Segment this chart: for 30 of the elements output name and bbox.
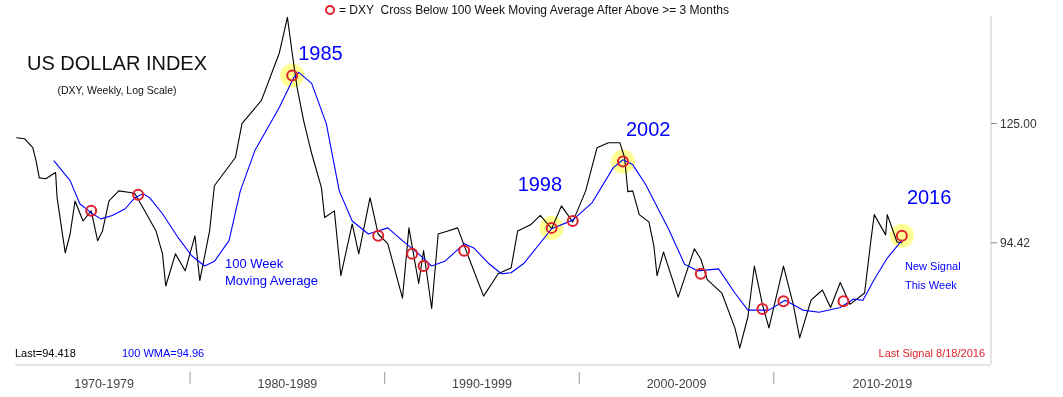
x-tick-label: 2000-2009 [646,377,707,391]
point [694,267,707,280]
point [837,295,850,308]
point [756,303,769,316]
point [372,229,385,242]
annotation: New Signal This Week [905,260,961,291]
annotation: 2002 [625,117,671,140]
legend-label: = DXY Cross Below 100 Week Moving Average After Above >= 3 Months [339,3,729,17]
point [406,247,419,260]
annotation: 100 WMA=94.96 [122,347,205,359]
x-tick-label: 2010-2019 [852,377,913,391]
y-tick-label: 125.00 [1000,116,1038,131]
annotation: Last Signal 8/18/2016 [878,347,985,359]
annotation: 1998 [517,172,563,195]
y-tick-label: 94.42 [1000,236,1031,251]
point [458,244,471,257]
point [417,260,430,273]
x-tick-label: 1990-1999 [452,377,512,391]
text: (DXY, Weekly, Log Scale) [57,84,177,96]
point [566,214,579,227]
point [132,188,145,201]
annotation: 2016 [906,185,952,208]
x-tick-label: 1980-1989 [257,377,318,391]
point [85,204,98,217]
text: US DOLLAR INDEX [26,52,208,74]
annotation: Last=94.418 [15,347,76,359]
point [777,295,790,308]
series-label: 100 Week Moving Average [225,256,318,288]
x-tick-label: 1970-1979 [74,377,135,391]
annotation: 1985 [298,42,343,65]
